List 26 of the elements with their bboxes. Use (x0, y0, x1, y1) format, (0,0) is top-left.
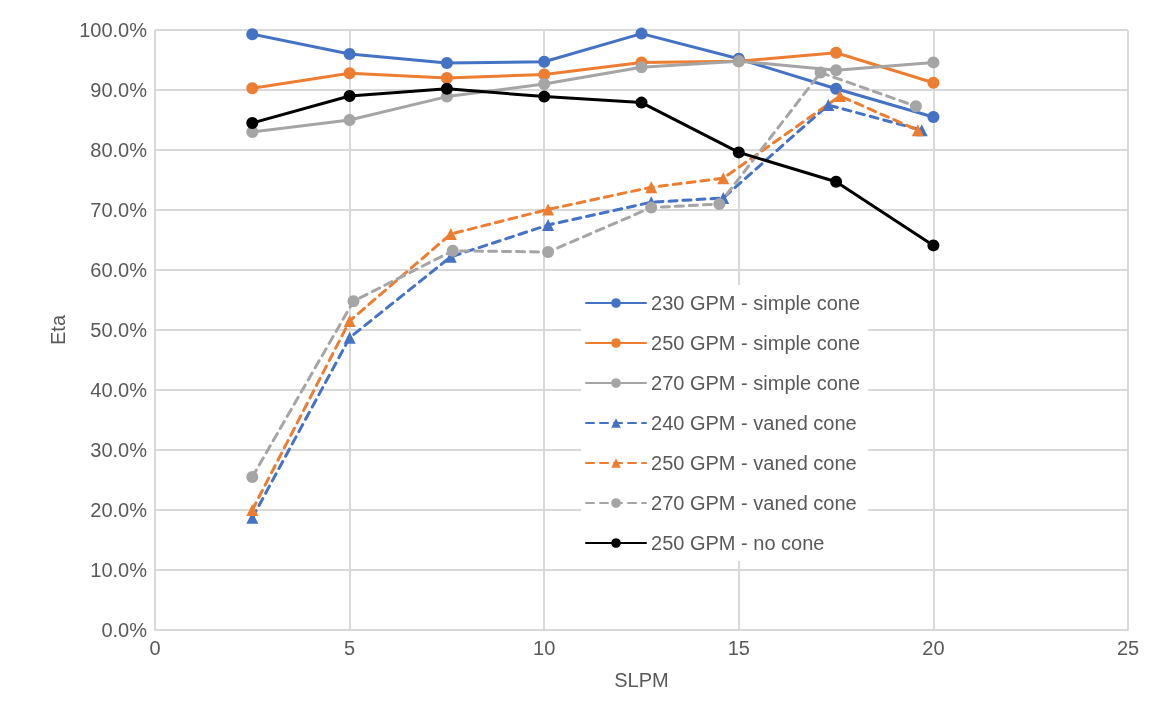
y-tick-label: 100.0% (79, 19, 148, 41)
x-tick-label: 25 (1116, 637, 1140, 659)
x-tick-label: 10 (533, 637, 556, 659)
x-tick-label: 0 (149, 637, 161, 659)
x-tick-label: 15 (727, 637, 750, 659)
legend-label: 250 GPM - no cone (651, 532, 825, 554)
y-tick-label: 80.0% (90, 139, 148, 161)
y-tick-label: 20.0% (90, 499, 148, 521)
y-tick-label: 50.0% (90, 319, 148, 341)
y-axis-title: Eta (47, 314, 70, 346)
legend-label: 230 GPM - simple cone (651, 292, 861, 314)
y-tick-label: 70.0% (90, 199, 148, 221)
y-tick-label: 60.0% (90, 259, 148, 281)
y-tick-label: 30.0% (90, 439, 148, 461)
x-tick-label: 5 (344, 637, 356, 659)
y-tick-label: 90.0% (90, 79, 148, 101)
legend-label: 240 GPM - vaned cone (651, 412, 857, 434)
y-tick-label: 10.0% (90, 559, 148, 581)
x-axis-title: SLPM (614, 669, 669, 691)
y-tick-label: 0.0% (101, 619, 148, 641)
legend-label: 250 GPM - vaned cone (651, 452, 857, 474)
y-tick-label: 40.0% (90, 379, 148, 401)
legend-label: 270 GPM - vaned cone (651, 492, 857, 514)
legend-label: 270 GPM - simple cone (651, 372, 861, 394)
legend-label: 250 GPM - simple cone (651, 332, 861, 354)
x-tick-label: 20 (922, 637, 945, 659)
